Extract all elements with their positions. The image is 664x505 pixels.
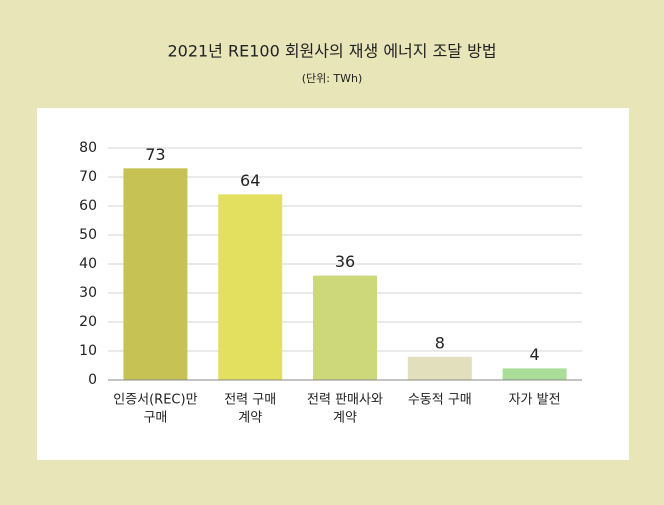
data-label: 4 [530,345,540,364]
chart-title: 2021년 RE100 회원사의 재생 에너지 조달 방법 [167,42,496,61]
x-tick-label: 전력 구매 [224,393,276,408]
bar [313,275,377,380]
y-tick-label: 20 [79,314,97,330]
data-label: 73 [145,145,165,164]
bar [123,168,188,380]
y-tick-label: 80 [79,140,97,156]
y-tick-label: 70 [79,169,97,185]
x-tick-label: 인증서(REC)만 [113,393,197,408]
bar [218,194,283,380]
data-label: 64 [240,171,260,190]
bar [502,368,567,380]
x-tick-label: 전력 판매사와 [307,393,383,408]
data-label: 8 [435,333,445,352]
data-label: 36 [335,252,355,271]
y-tick-label: 10 [79,343,97,359]
y-tick-label: 60 [79,198,97,214]
y-tick-label: 0 [88,372,97,388]
chart-subtitle: (단위: TWh) [302,72,363,85]
x-tick-label: 계약 [333,411,357,426]
x-tick-label: 수동적 구매 [408,393,472,408]
x-tick-label: 계약 [238,411,262,426]
y-tick-label: 30 [79,285,97,301]
x-tick-label: 자가 발전 [509,393,561,408]
y-tick-label: 50 [79,227,97,243]
x-tick-label: 구매 [143,411,167,426]
bar [407,356,472,380]
y-tick-label: 40 [79,256,97,272]
